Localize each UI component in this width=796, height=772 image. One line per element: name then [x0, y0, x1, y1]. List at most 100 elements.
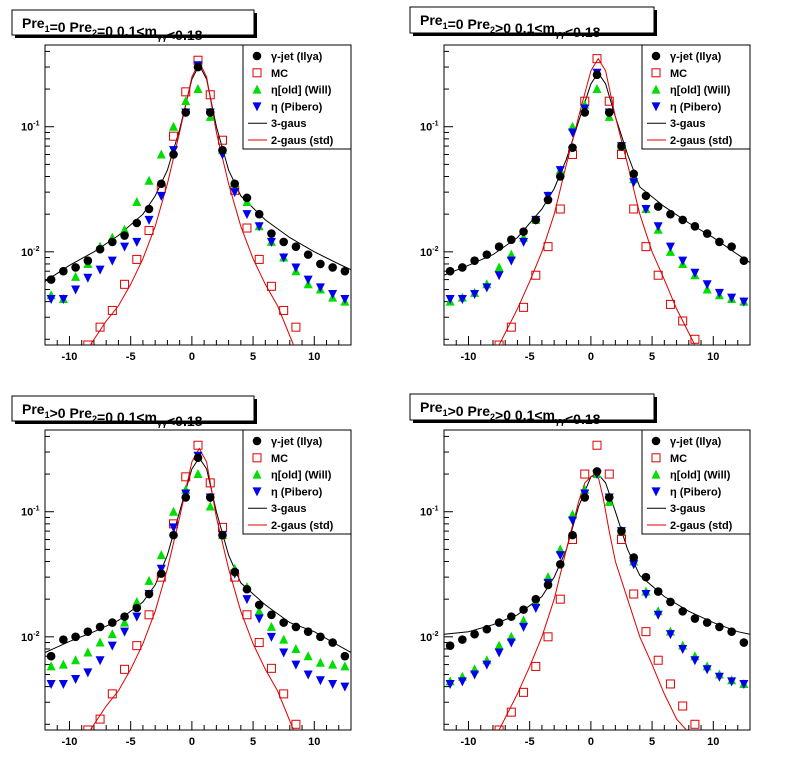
mc-point	[592, 54, 602, 64]
eta-pibero-point	[678, 256, 688, 266]
gamma-jet-point	[254, 209, 264, 219]
legend-label: 3-gaus	[271, 503, 306, 515]
eta-pibero-point	[678, 644, 688, 654]
legend-marker-swatch	[252, 453, 262, 463]
gamma-jet-point	[592, 467, 602, 476]
mc-point	[107, 305, 117, 315]
legend-marker-swatch	[651, 68, 661, 78]
mc-point	[604, 469, 614, 479]
mc-point	[254, 638, 264, 648]
x-tick-label: 5	[649, 736, 655, 748]
legend-marker-swatch	[252, 102, 262, 112]
mc-point	[205, 90, 215, 100]
gamma-jet-point	[108, 618, 117, 627]
mc-point	[169, 131, 179, 141]
gamma-jet-point	[71, 632, 80, 642]
eta-pibero-point	[120, 627, 130, 637]
eta-pibero-point	[328, 679, 338, 689]
eta-pibero-point	[727, 293, 737, 303]
mc-point	[580, 469, 590, 479]
plot-data	[45, 440, 351, 730]
eta-old-point	[71, 271, 81, 281]
gamma-jet-point	[242, 193, 252, 203]
eta-pibero-point	[739, 297, 749, 307]
legend-marker-swatch	[252, 487, 262, 497]
y-tick-label: 10-1	[21, 506, 40, 519]
gamma-jet-point	[218, 530, 227, 540]
gamma-jet-point	[328, 263, 337, 272]
eta-pibero-point	[457, 677, 467, 687]
eta-pibero-point	[727, 677, 737, 687]
eta-pibero-point	[279, 648, 289, 658]
mc-point	[291, 719, 301, 729]
eta-pibero-point	[242, 210, 252, 220]
plot-data	[444, 54, 750, 345]
gamma-jet-point	[617, 526, 626, 536]
mc-point	[132, 641, 142, 651]
gamma-jet-point	[507, 612, 516, 621]
eta-pibero-point	[482, 660, 492, 670]
gamma-jet-point	[46, 275, 56, 284]
eta-pibero-point	[58, 679, 68, 689]
eta-pibero-point	[702, 280, 712, 290]
mc-point	[95, 714, 105, 724]
gamma-jet-point	[120, 231, 129, 240]
gamma-jet-point	[445, 641, 455, 650]
gamma-jet-point	[316, 259, 325, 269]
gamma-jet-point	[702, 229, 712, 238]
gamma-jet-point	[46, 651, 56, 661]
mc-point	[291, 322, 301, 332]
eta-pibero-point	[132, 237, 142, 247]
gamma-jet-point	[59, 266, 68, 276]
eta-pibero-point	[665, 630, 675, 640]
mc-point	[132, 254, 142, 264]
gamma-jet-point	[205, 108, 215, 117]
eta-pibero-point	[291, 263, 301, 273]
gamma-jet-point	[580, 493, 590, 502]
gamma-jet-point	[205, 493, 215, 502]
eta-pibero-point	[58, 294, 68, 304]
legend-label: η (Pibero)	[271, 101, 323, 113]
gamma-jet-point	[568, 530, 577, 540]
gamma-jet-point	[482, 250, 492, 259]
gamma-jet-point	[727, 242, 736, 251]
x-tick-label: -10	[62, 351, 78, 363]
mc-point	[266, 663, 276, 673]
eta-pibero-point	[629, 560, 639, 570]
chart-panel-4: Pre1>0 Pre2>0 0.1<mγγ<0.18 -10 -5 0 5 10 10-2 1…	[409, 393, 751, 748]
mc-point	[144, 610, 154, 620]
eta-pibero-point	[690, 656, 700, 666]
mc-point	[641, 242, 651, 252]
eta-old-point	[132, 197, 142, 207]
eta-old-point	[107, 629, 117, 639]
legend-label: γ-jet (Ilya)	[271, 51, 323, 63]
legend-label: 3-gaus	[271, 118, 306, 130]
gamma-jet-point	[739, 256, 749, 265]
x-tick-label: 0	[588, 351, 594, 363]
eta-old-point	[340, 661, 350, 671]
gamma-jet-point	[132, 218, 142, 228]
plot-frame	[443, 44, 751, 346]
mc-point	[494, 725, 504, 730]
legend-label: MC	[271, 68, 288, 80]
eta-pibero-point	[482, 283, 492, 293]
gamma-jet-point	[193, 453, 203, 463]
eta-old-point	[494, 262, 504, 272]
gamma-jet-point	[193, 62, 203, 72]
gamma-jet-point	[83, 627, 93, 636]
eta-old-point	[144, 175, 154, 185]
mc-point	[665, 299, 675, 309]
mc-point	[690, 719, 700, 729]
gamma-jet-point	[458, 635, 467, 644]
gamma-jet-point	[144, 204, 154, 214]
gamma-jet-point	[230, 567, 240, 577]
eta-pibero-point	[457, 294, 467, 304]
y-tick-label: 10-1	[420, 506, 439, 519]
mc-point	[629, 589, 639, 599]
gamma-jet-point	[519, 605, 528, 614]
gamma-jet-point	[507, 235, 516, 245]
mc-point	[242, 610, 252, 620]
eta-pibero-point	[254, 614, 264, 624]
eta-pibero-point	[144, 215, 154, 225]
